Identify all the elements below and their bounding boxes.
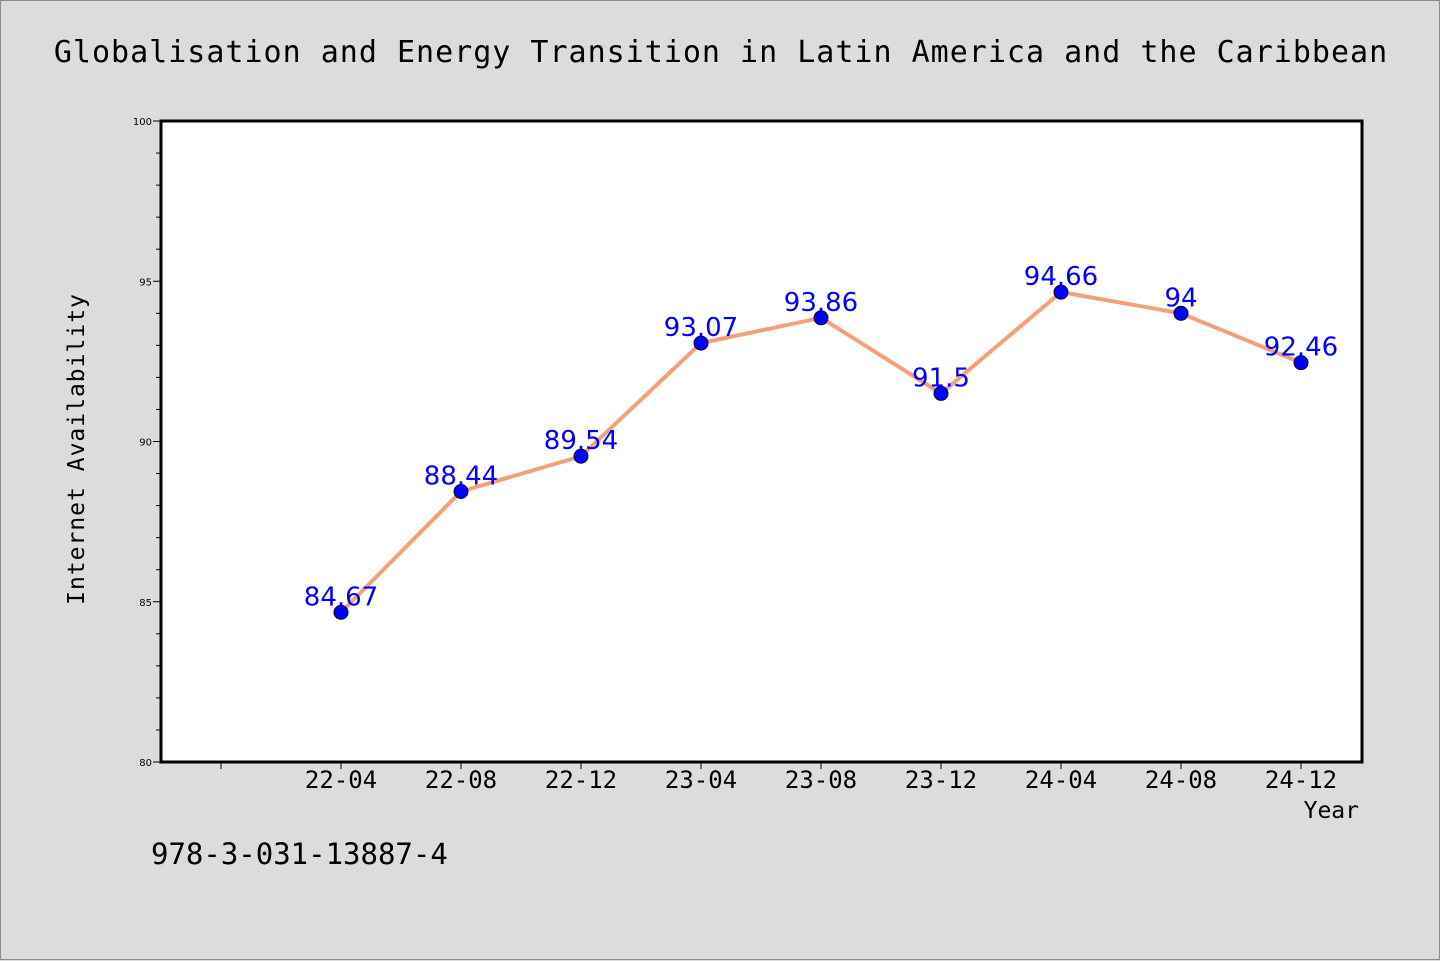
y-tick-label: 90 — [139, 438, 152, 449]
data-point — [1173, 305, 1189, 321]
chart-title: Globalisation and Energy Transition in L… — [53, 35, 1389, 70]
data-label: 93.86 — [784, 288, 858, 318]
data-label: 91.5 — [912, 363, 970, 393]
x-tick-label: 23-12 — [905, 766, 977, 794]
x-tick-label: 24-12 — [1265, 766, 1337, 794]
data-point — [453, 483, 469, 499]
isbn-text: 978-3-031-13887-4 — [151, 837, 448, 871]
x-tick-label: 23-08 — [785, 766, 857, 794]
plot-frame — [159, 119, 1364, 764]
x-tick-label: 22-12 — [545, 766, 617, 794]
x-tick-label: 23-04 — [665, 766, 737, 794]
data-point — [693, 335, 709, 351]
y-tick-label: 80 — [139, 758, 152, 769]
y-tick-label: 100 — [133, 117, 152, 128]
x-axis-label: Year — [1303, 798, 1359, 824]
data-label: 89.54 — [544, 426, 618, 456]
data-point — [1053, 284, 1069, 300]
data-label: 94 — [1164, 283, 1197, 313]
data-label: 88.44 — [424, 461, 498, 491]
data-point — [813, 310, 829, 326]
data-point — [1293, 355, 1309, 371]
y-tick-label: 85 — [139, 598, 152, 609]
y-tick-label: 95 — [139, 277, 152, 288]
data-point — [573, 448, 589, 464]
x-tick-label: 24-04 — [1025, 766, 1097, 794]
x-tick-label: 22-04 — [305, 766, 377, 794]
data-label: 84.67 — [304, 582, 378, 612]
data-label: 94.66 — [1024, 262, 1098, 292]
x-tick-label: 22-08 — [425, 766, 497, 794]
data-point — [333, 604, 349, 620]
data-point — [933, 385, 949, 401]
data-label: 93.07 — [664, 313, 738, 343]
x-tick-label: 24-08 — [1145, 766, 1217, 794]
data-label: 92.46 — [1264, 333, 1338, 363]
plot-area — [161, 121, 1362, 762]
